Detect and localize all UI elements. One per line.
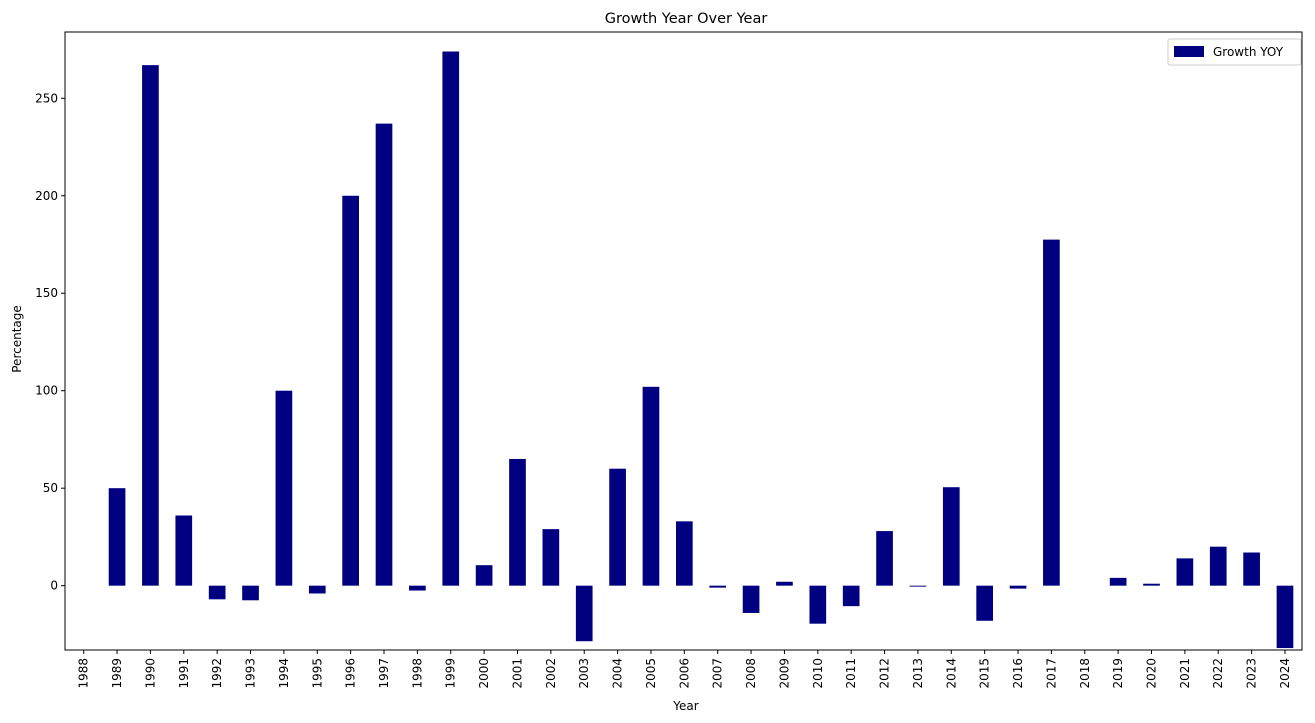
chart-title: Growth Year Over Year (605, 11, 768, 27)
x-tick-label: 2024 (1278, 658, 1292, 689)
x-tick-label: 2001 (510, 658, 524, 689)
x-tick-label: 2014 (944, 658, 958, 689)
y-axis: 0 50 100 150 200 250 (35, 91, 65, 593)
bar-2011 (842, 585, 860, 607)
bar-2021 (1176, 558, 1194, 586)
bar-1997 (375, 123, 393, 586)
legend-entry-growth-yoy: Growth YOY (1213, 45, 1284, 59)
bar-2010 (809, 585, 827, 624)
x-tick-label: 2019 (1111, 658, 1125, 689)
bar-2012 (876, 531, 893, 586)
y-axis-label: Percentage (10, 305, 24, 373)
legend: Growth YOY (1167, 38, 1302, 66)
y-tick-label: 250 (35, 91, 58, 105)
x-tick-label: 1995 (310, 658, 324, 689)
bar-2003 (575, 585, 593, 642)
bar-1989 (108, 488, 126, 586)
x-tick-label: 2005 (644, 658, 658, 689)
bar-2013 (909, 585, 927, 587)
x-tick-label: 2020 (1145, 658, 1159, 689)
x-tick-label: 1992 (210, 658, 224, 689)
bar-1995 (308, 585, 326, 594)
x-tick-label: 2016 (1011, 658, 1025, 689)
bar-2001 (509, 458, 526, 586)
x-tick-label: 1989 (110, 658, 124, 689)
x-tick-label: 1998 (410, 658, 424, 689)
bar-2000 (475, 565, 493, 586)
x-tick-label: 2010 (811, 658, 825, 689)
bar-2015 (976, 585, 993, 621)
x-tick-label: 2011 (844, 658, 858, 689)
y-tick-label: 100 (35, 384, 58, 398)
x-axis: 1988 1989 1990 1991 1992 1993 1994 1995 1996 1997… (77, 650, 1292, 689)
legend-swatch (1174, 46, 1204, 57)
bar-2014 (942, 487, 960, 586)
bar-2024 (1276, 585, 1294, 649)
bar-2002 (542, 529, 560, 586)
bar-2017 (1043, 239, 1060, 586)
x-tick-label: 1991 (177, 658, 191, 689)
x-tick-label: 2004 (611, 658, 625, 689)
legend-frame (1167, 38, 1302, 66)
bar-2008 (742, 585, 760, 613)
x-tick-label: 2003 (577, 658, 591, 689)
x-tick-label: 2017 (1044, 658, 1058, 689)
x-tick-label: 1996 (344, 658, 358, 689)
bar-2004 (609, 468, 626, 586)
plot-area (64, 31, 1303, 651)
bar-1993 (242, 585, 259, 601)
bar-1998 (409, 585, 426, 591)
bar-2022 (1209, 546, 1227, 586)
x-axis-label: Year (672, 699, 698, 713)
x-tick-label: 2023 (1245, 658, 1259, 689)
x-tick-label: 2009 (777, 658, 791, 689)
bar-2019 (1109, 577, 1127, 586)
y-tick-label: 150 (35, 286, 58, 300)
x-tick-label: 2000 (477, 658, 491, 689)
bar-1996 (342, 195, 359, 586)
x-tick-label: 1993 (244, 658, 258, 689)
x-tick-label: 2008 (744, 658, 758, 689)
bar-2023 (1243, 552, 1260, 586)
y-tick-label: 50 (43, 481, 58, 495)
bar-1992 (208, 585, 226, 600)
y-tick-label: 0 (50, 579, 58, 593)
x-tick-label: 1990 (143, 658, 157, 689)
x-tick-label: 2021 (1178, 658, 1192, 689)
bar-1994 (275, 390, 293, 586)
x-tick-label: 2002 (544, 658, 558, 689)
plot-frame (64, 31, 1303, 651)
x-tick-label: 2006 (677, 658, 691, 689)
bar-2016 (1009, 585, 1027, 589)
bar-1991 (175, 515, 193, 586)
x-tick-label: 2015 (978, 658, 992, 689)
bar-1999 (442, 51, 460, 586)
y-tick-label: 200 (35, 189, 58, 203)
x-tick-label: 2022 (1211, 658, 1225, 689)
x-tick-label: 1997 (377, 658, 391, 689)
x-tick-label: 2013 (911, 658, 925, 689)
bar-1990 (142, 65, 159, 586)
bar-2007 (709, 585, 727, 588)
bar-2020 (1143, 583, 1160, 586)
x-tick-label: 1999 (444, 658, 458, 689)
bar-2005 (642, 386, 660, 586)
bar-2006 (675, 521, 693, 586)
x-tick-label: 1994 (277, 658, 291, 689)
bar-2009 (776, 581, 793, 586)
x-tick-label: 2018 (1078, 658, 1092, 689)
x-tick-label: 2012 (878, 658, 892, 689)
x-tick-label: 1988 (77, 658, 91, 689)
x-tick-label: 2007 (711, 658, 725, 689)
